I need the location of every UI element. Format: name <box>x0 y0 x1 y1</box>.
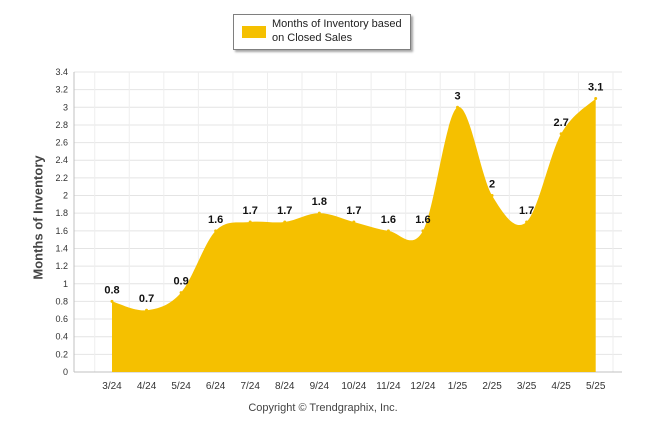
legend: Months of Inventory based on Closed Sale… <box>233 14 411 50</box>
y-tick-label: 2.4 <box>55 155 68 165</box>
data-point <box>179 291 183 295</box>
x-tick-label: 2/25 <box>482 381 502 392</box>
y-tick-label: 2.6 <box>55 138 68 148</box>
data-point <box>490 194 494 198</box>
x-tick-label: 4/25 <box>551 381 571 392</box>
y-tick-label: 0 <box>63 367 68 377</box>
data-label: 0.8 <box>104 284 119 296</box>
y-tick-label: 1.6 <box>55 226 68 236</box>
data-point <box>110 299 114 303</box>
data-label: 0.9 <box>173 276 188 288</box>
x-tick-label: 8/24 <box>275 381 295 392</box>
x-tick-label: 6/24 <box>206 381 226 392</box>
copyright-footer: Copyright © Trendgraphix, Inc. <box>248 402 398 414</box>
y-tick-label: 2.2 <box>55 173 68 183</box>
data-label: 2.7 <box>554 117 569 129</box>
data-label: 1.8 <box>312 196 327 208</box>
data-point <box>214 229 218 233</box>
series-area <box>112 98 596 373</box>
y-tick-label: 2.8 <box>55 120 68 130</box>
legend-label: Months of Inventory based on Closed Sale… <box>272 18 402 44</box>
data-point <box>283 220 287 224</box>
y-tick-label: 1.4 <box>55 243 68 253</box>
x-tick-label: 3/24 <box>102 381 122 392</box>
y-tick-label: 0.8 <box>55 296 68 306</box>
data-label: 1.7 <box>519 205 534 217</box>
data-point <box>456 105 459 109</box>
y-tick-label: 1 <box>63 279 68 289</box>
data-label: 1.6 <box>415 214 430 226</box>
y-tick-label: 3.4 <box>55 67 68 77</box>
x-tick-label: 11/24 <box>376 381 401 392</box>
x-tick-label: 12/24 <box>410 381 435 392</box>
x-tick-label: 1/25 <box>448 381 468 392</box>
x-tick-label: 9/24 <box>310 381 330 392</box>
data-label: 1.6 <box>208 214 223 226</box>
x-tick-label: 4/24 <box>137 381 157 392</box>
data-point <box>145 308 149 312</box>
y-tick-label: 0.4 <box>55 332 68 342</box>
x-tick-label: 3/25 <box>517 381 537 392</box>
data-label: 1.7 <box>243 205 258 217</box>
y-tick-label: 0.2 <box>55 349 68 359</box>
data-point <box>352 220 356 224</box>
data-point <box>421 229 425 233</box>
data-point <box>248 220 252 224</box>
data-point <box>525 220 529 224</box>
x-tick-label: 5/24 <box>171 381 191 392</box>
data-label: 3 <box>454 90 460 102</box>
data-label: 2 <box>489 179 495 191</box>
data-point <box>386 229 390 233</box>
data-label: 3.1 <box>588 81 603 93</box>
y-tick-label: 3 <box>63 102 68 112</box>
data-label: 0.7 <box>139 293 154 305</box>
x-tick-label: 7/24 <box>240 381 260 392</box>
legend-swatch <box>242 26 266 38</box>
data-point <box>317 211 321 215</box>
y-tick-label: 0.6 <box>55 314 68 324</box>
data-label: 1.7 <box>346 205 361 217</box>
x-tick-label: 5/25 <box>586 381 606 392</box>
y-tick-label: 1.2 <box>55 261 68 271</box>
data-point <box>594 96 598 100</box>
y-tick-label: 1.8 <box>55 208 68 218</box>
y-axis-label: Months of Inventory <box>30 155 46 280</box>
y-tick-label: 2 <box>63 191 68 201</box>
data-label: 1.7 <box>277 205 292 217</box>
x-tick-label: 10/24 <box>341 381 366 392</box>
data-point <box>559 132 563 136</box>
data-label: 1.6 <box>381 214 396 226</box>
y-tick-label: 3.2 <box>55 85 68 95</box>
